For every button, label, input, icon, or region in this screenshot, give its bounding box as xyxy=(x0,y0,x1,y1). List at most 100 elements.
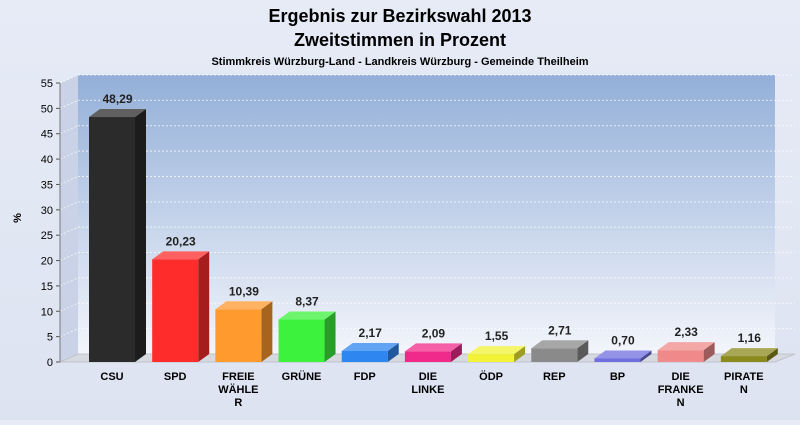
grid-line xyxy=(59,201,79,211)
y-axis-label: % xyxy=(12,213,24,223)
data-label: 20,23 xyxy=(166,234,196,248)
bar-side xyxy=(640,350,652,362)
grid-line xyxy=(59,302,79,312)
x-tick-label: FDP xyxy=(354,371,376,383)
x-tick-label: SPD xyxy=(164,371,187,383)
y-tick-label: 50 xyxy=(41,103,53,115)
grid-line xyxy=(59,226,79,236)
bar-side xyxy=(703,342,715,362)
chart-subtitle: Zweitstimmen in Prozent xyxy=(294,30,506,50)
bar xyxy=(215,309,262,362)
bar-top xyxy=(278,311,336,320)
x-tick-label-line: FRANKE xyxy=(658,384,704,396)
x-tick-label: DIE LINKE xyxy=(411,371,444,396)
x-tick-label-line: N xyxy=(677,397,685,409)
bar xyxy=(468,354,515,362)
y-tick-label: 45 xyxy=(41,129,53,141)
bar-top xyxy=(152,251,210,260)
x-tick-label-line: ÖDP xyxy=(479,370,503,383)
plot-area: 0 5 10 15 20 25 30 35 40 45 50 55 48,29 CSU 20,23 SPD 10… xyxy=(41,74,796,409)
bar-side xyxy=(198,251,210,362)
x-tick-label-line: FREIE xyxy=(222,371,254,383)
y-tick-label: 10 xyxy=(41,306,53,318)
bar xyxy=(720,356,767,362)
data-label: 1,16 xyxy=(738,331,762,345)
grid-line xyxy=(59,277,79,287)
data-label: 2,09 xyxy=(422,326,446,340)
y-tick-label: 15 xyxy=(41,281,53,293)
bar-side xyxy=(387,342,399,362)
x-tick-label-line: PIRATE xyxy=(724,371,764,383)
x-tick-label: GRÜNE xyxy=(282,370,322,383)
data-label: 2,71 xyxy=(548,323,572,337)
data-label: 2,33 xyxy=(674,325,698,339)
x-tick-label: ÖDP xyxy=(479,370,503,383)
x-tick-label: BP xyxy=(610,371,625,383)
data-label: 10,39 xyxy=(229,284,259,298)
bar-side xyxy=(261,301,273,362)
x-tick-label: FREIE WÄHLE R xyxy=(218,371,258,409)
x-tick-label-line: FDP xyxy=(354,371,376,383)
grid-line xyxy=(59,252,79,262)
x-tick-label-line: WÄHLE xyxy=(218,383,258,396)
grid-line xyxy=(59,175,79,185)
grid-line xyxy=(59,125,79,135)
x-tick-label-line: GRÜNE xyxy=(282,370,322,383)
y-tick-label: 30 xyxy=(41,205,53,217)
bar-top xyxy=(89,109,146,118)
x-tick-label-line: R xyxy=(234,397,242,409)
data-label: 8,37 xyxy=(295,295,319,309)
bar-top xyxy=(404,343,462,352)
x-tick-label: DIE FRANKE N xyxy=(658,371,704,409)
bar xyxy=(278,319,325,362)
x-tick-label-line: SPD xyxy=(164,371,187,383)
bar-side xyxy=(135,109,146,363)
x-tick-label-line: REP xyxy=(543,371,566,383)
x-tick-label-line: CSU xyxy=(100,371,123,383)
y-tick-label: 25 xyxy=(41,230,53,242)
grid-line xyxy=(59,328,79,338)
bar xyxy=(341,350,388,362)
bar-side xyxy=(450,343,462,362)
plot-side-wall xyxy=(60,75,78,362)
y-tick-label: 35 xyxy=(41,179,53,191)
bar-top xyxy=(341,342,399,351)
bar xyxy=(594,358,641,362)
x-tick-label-line: N xyxy=(740,384,748,396)
bar-top xyxy=(657,342,715,351)
x-tick-label-line: DIE xyxy=(419,371,437,383)
bar-top xyxy=(468,346,526,355)
y-tick-label: 5 xyxy=(47,332,53,344)
bar xyxy=(89,117,135,363)
data-label: 1,55 xyxy=(485,329,509,343)
bar xyxy=(531,348,578,362)
data-label: 48,29 xyxy=(102,92,132,106)
x-tick-label-line: DIE xyxy=(671,371,689,383)
grid-line xyxy=(59,74,79,84)
bar xyxy=(152,259,199,362)
x-tick-label-line: LINKE xyxy=(411,384,444,396)
x-tick-label: REP xyxy=(543,371,566,383)
bar-top xyxy=(215,301,273,310)
grid-line xyxy=(59,150,79,160)
y-tick-label: 0 xyxy=(47,357,53,369)
bar-side xyxy=(577,340,589,362)
x-tick-label: CSU xyxy=(100,371,123,383)
bar-top xyxy=(720,348,778,357)
y-tick-label: 55 xyxy=(41,78,53,90)
data-label: 0,70 xyxy=(611,333,635,347)
y-tick-label: 40 xyxy=(41,154,53,166)
bar-top xyxy=(594,350,652,359)
bar-side xyxy=(514,346,526,362)
bar-top xyxy=(531,340,589,349)
y-tick-label: 20 xyxy=(41,256,53,268)
chart-title: Ergebnis zur Bezirkswahl 2013 xyxy=(268,6,531,26)
x-tick-label-line: BP xyxy=(610,371,625,383)
chart-caption: Stimmkreis Würzburg-Land - Landkreis Wür… xyxy=(211,56,588,68)
grid-line xyxy=(59,99,79,109)
x-tick-label: PIRATE N xyxy=(724,371,764,396)
bar xyxy=(404,351,451,362)
bar-side xyxy=(324,311,336,362)
bar xyxy=(657,350,704,362)
